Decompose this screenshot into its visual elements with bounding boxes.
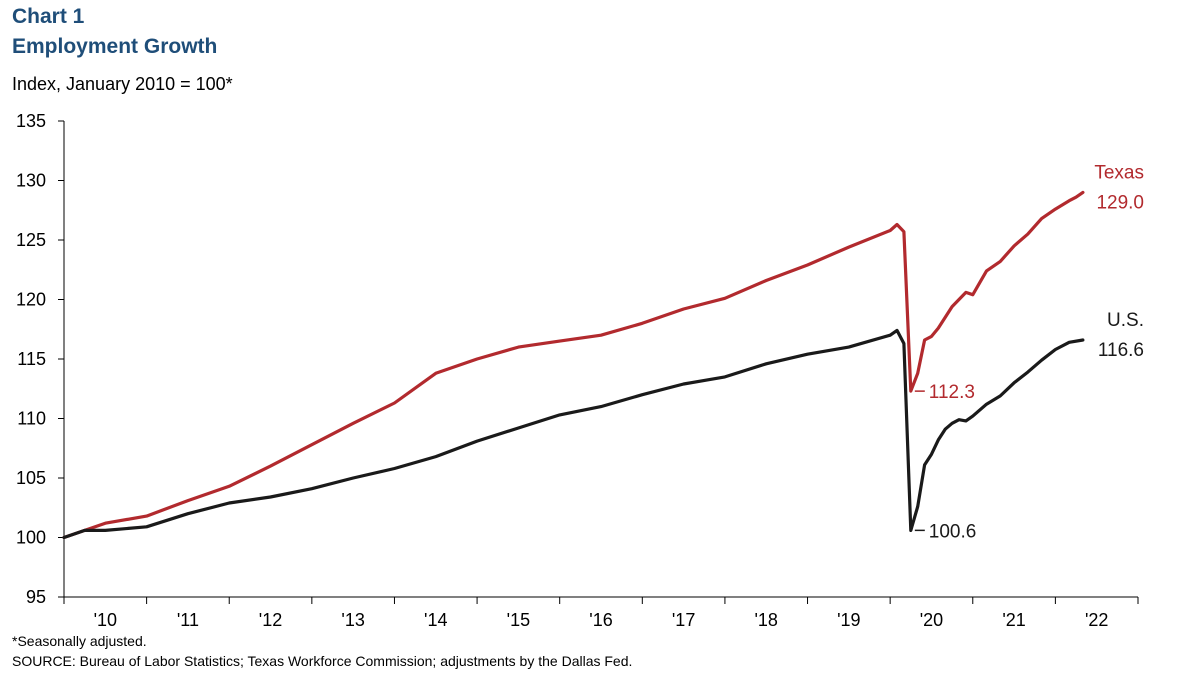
chart-title: Employment Growth bbox=[12, 35, 218, 58]
chart-axes bbox=[58, 120, 1139, 604]
y-tick-label: 115 bbox=[17, 349, 46, 369]
annotation-label-u-s: 100.6 bbox=[929, 521, 977, 542]
series-line-texas bbox=[62, 190, 1085, 540]
x-tick-label: '11 bbox=[177, 610, 199, 630]
series-end-value-texas: 129.0 bbox=[1096, 192, 1144, 213]
y-tick-label: 110 bbox=[17, 409, 46, 429]
x-tick-label: '13 bbox=[341, 610, 364, 630]
y-tick-label: 135 bbox=[16, 111, 46, 131]
x-tick-label: '20 bbox=[920, 610, 943, 630]
chart-labels: 95 100 105 110 115 120 125 130 135 '10 '11 '12 '13 '1… bbox=[16, 111, 1144, 630]
series-end-value-u-s: 116.6 bbox=[1098, 340, 1144, 361]
y-tick-label: 105 bbox=[16, 468, 46, 488]
y-tick-label: 120 bbox=[16, 290, 46, 310]
series-name-label-u-s: U.S. bbox=[1107, 310, 1144, 331]
x-tick-label: '10 bbox=[94, 610, 117, 630]
x-tick-label: '15 bbox=[507, 610, 530, 630]
y-tick-label: 130 bbox=[16, 171, 46, 191]
x-tick-label: '16 bbox=[589, 610, 612, 630]
x-tick-label: '22 bbox=[1085, 610, 1108, 630]
source-note: SOURCE: Bureau of Labor Statistics; Texa… bbox=[12, 653, 633, 669]
series-line-u-s bbox=[62, 328, 1085, 540]
x-tick-label: '17 bbox=[672, 610, 695, 630]
x-tick-label: '14 bbox=[424, 610, 447, 630]
footnote: *Seasonally adjusted. bbox=[12, 633, 147, 649]
y-axis-label: Index, January 2010 = 100* bbox=[12, 74, 233, 94]
x-tick-label: '21 bbox=[1002, 610, 1025, 630]
y-tick-label: 95 bbox=[26, 587, 46, 607]
x-tick-label: '18 bbox=[754, 610, 777, 630]
x-tick-label: '12 bbox=[259, 610, 282, 630]
chart-series bbox=[62, 190, 1085, 540]
series-name-label-texas: Texas bbox=[1094, 162, 1144, 183]
y-tick-label: 125 bbox=[16, 230, 46, 250]
y-tick-label: 100 bbox=[16, 528, 46, 548]
x-tick-label: '19 bbox=[837, 610, 860, 630]
chart-label: Chart 1 bbox=[12, 5, 85, 28]
annotation-label-texas: 112.3 bbox=[929, 382, 975, 403]
